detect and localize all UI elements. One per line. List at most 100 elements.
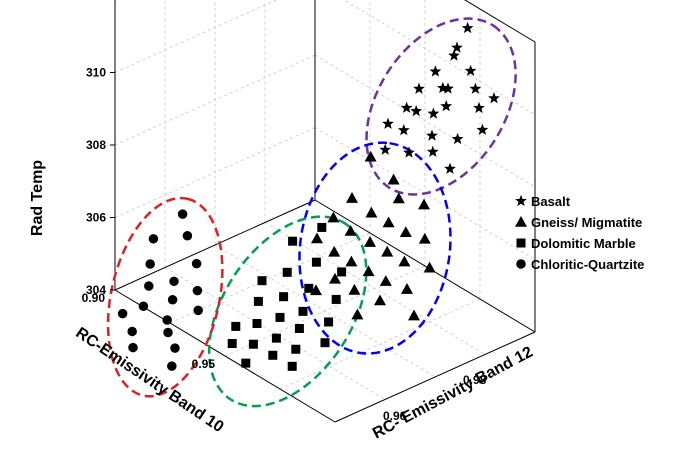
legend: Basalt Gneiss/ Migmatite Dolomitic Marbl… xyxy=(515,194,644,272)
data-point xyxy=(488,92,500,104)
data-point xyxy=(374,294,386,306)
data-point xyxy=(291,344,301,354)
legend-item-basalt: Basalt xyxy=(515,194,571,209)
data-point xyxy=(364,236,376,247)
data-point xyxy=(346,192,358,203)
data-point xyxy=(426,145,439,157)
z-tick-label: 308 xyxy=(86,138,106,152)
data-point xyxy=(473,101,485,114)
data-point xyxy=(298,306,308,316)
data-point xyxy=(382,216,395,228)
cluster-ellipse xyxy=(365,17,517,196)
data-point xyxy=(387,173,400,185)
cluster-ellipse xyxy=(106,196,224,398)
data-point xyxy=(282,267,292,277)
data-point xyxy=(117,308,128,319)
data-point xyxy=(317,222,327,232)
square-icon xyxy=(516,238,526,248)
data-point xyxy=(444,162,456,174)
y-axis-title: RC- Emissivity Band 12 xyxy=(370,344,536,443)
data-point xyxy=(287,361,297,371)
axis-frame-edge xyxy=(114,199,316,291)
x-tick-label: 0.90 xyxy=(82,291,106,305)
data-point xyxy=(127,326,137,337)
y-tick-label: 0.96 xyxy=(383,409,407,423)
data-point xyxy=(311,232,323,244)
circle-icon xyxy=(516,259,526,269)
data-point xyxy=(231,321,241,331)
data-point xyxy=(400,101,413,113)
data-point xyxy=(348,283,361,295)
data-point xyxy=(329,272,341,284)
cluster-ellipses xyxy=(106,17,517,408)
legend-marker-shape xyxy=(515,194,527,207)
grid-layer xyxy=(114,0,536,400)
data-point xyxy=(345,255,358,267)
star-icon xyxy=(515,194,527,207)
data-point xyxy=(193,305,203,316)
data-point xyxy=(451,132,464,145)
grid-line xyxy=(169,232,371,324)
data-point xyxy=(279,292,289,302)
data-point xyxy=(170,343,180,353)
data-point xyxy=(241,358,251,368)
x-tick-label: 0.95 xyxy=(192,357,216,371)
data-point xyxy=(288,236,298,246)
data-point xyxy=(379,143,392,155)
data-point xyxy=(410,104,423,117)
data-point xyxy=(167,361,177,371)
data-point xyxy=(253,296,263,306)
data-point xyxy=(128,342,138,353)
data-point xyxy=(440,100,453,112)
data-point xyxy=(382,117,394,129)
data-point xyxy=(294,323,304,333)
axis-frame-edge xyxy=(314,199,536,333)
triangle-icon xyxy=(515,216,527,227)
data-point xyxy=(337,267,347,277)
tick-labels: 304 306 308 310 0.90 0.95 0.96 0.98 xyxy=(82,66,487,424)
data-point xyxy=(324,317,334,327)
legend-label: Basalt xyxy=(531,194,571,209)
legend-label: Chloritic-Quartzite xyxy=(531,257,644,272)
data-point xyxy=(148,234,159,244)
data-point xyxy=(461,21,474,34)
data-point xyxy=(327,211,340,223)
z-tick-label: 306 xyxy=(86,211,106,225)
legend-label: Gneiss/ Migmatite xyxy=(531,215,642,230)
data-point xyxy=(328,245,341,257)
data-point xyxy=(392,192,405,204)
data-points xyxy=(117,21,500,371)
data-point xyxy=(399,226,412,238)
axis-frame-edge xyxy=(114,289,336,423)
data-point xyxy=(144,281,154,291)
axis-frame-edge xyxy=(464,0,536,43)
data-point xyxy=(403,146,415,158)
data-point xyxy=(379,275,392,286)
data-point xyxy=(469,82,482,94)
z-tick-label: 310 xyxy=(86,66,106,80)
data-point xyxy=(464,64,477,76)
data-point xyxy=(401,283,413,294)
data-point xyxy=(191,258,202,269)
data-point xyxy=(145,259,155,269)
frame-layer xyxy=(114,0,536,423)
data-point xyxy=(451,41,463,53)
legend-item-gneiss: Gneiss/ Migmatite xyxy=(515,215,642,230)
data-point xyxy=(138,301,149,312)
data-point xyxy=(427,107,440,119)
grid-line xyxy=(214,244,436,378)
data-point xyxy=(331,294,341,304)
data-point xyxy=(476,123,489,135)
data-point xyxy=(398,255,411,267)
z-tick-label: 304 xyxy=(86,283,106,297)
data-point xyxy=(227,339,237,349)
data-point xyxy=(426,129,438,141)
data-point xyxy=(364,150,377,162)
axis-frame-edge xyxy=(334,331,536,423)
data-point xyxy=(423,261,436,273)
data-point xyxy=(429,65,442,77)
data-point xyxy=(271,333,281,343)
cluster-ellipse xyxy=(207,215,368,408)
legend-marker-shape xyxy=(516,238,526,248)
